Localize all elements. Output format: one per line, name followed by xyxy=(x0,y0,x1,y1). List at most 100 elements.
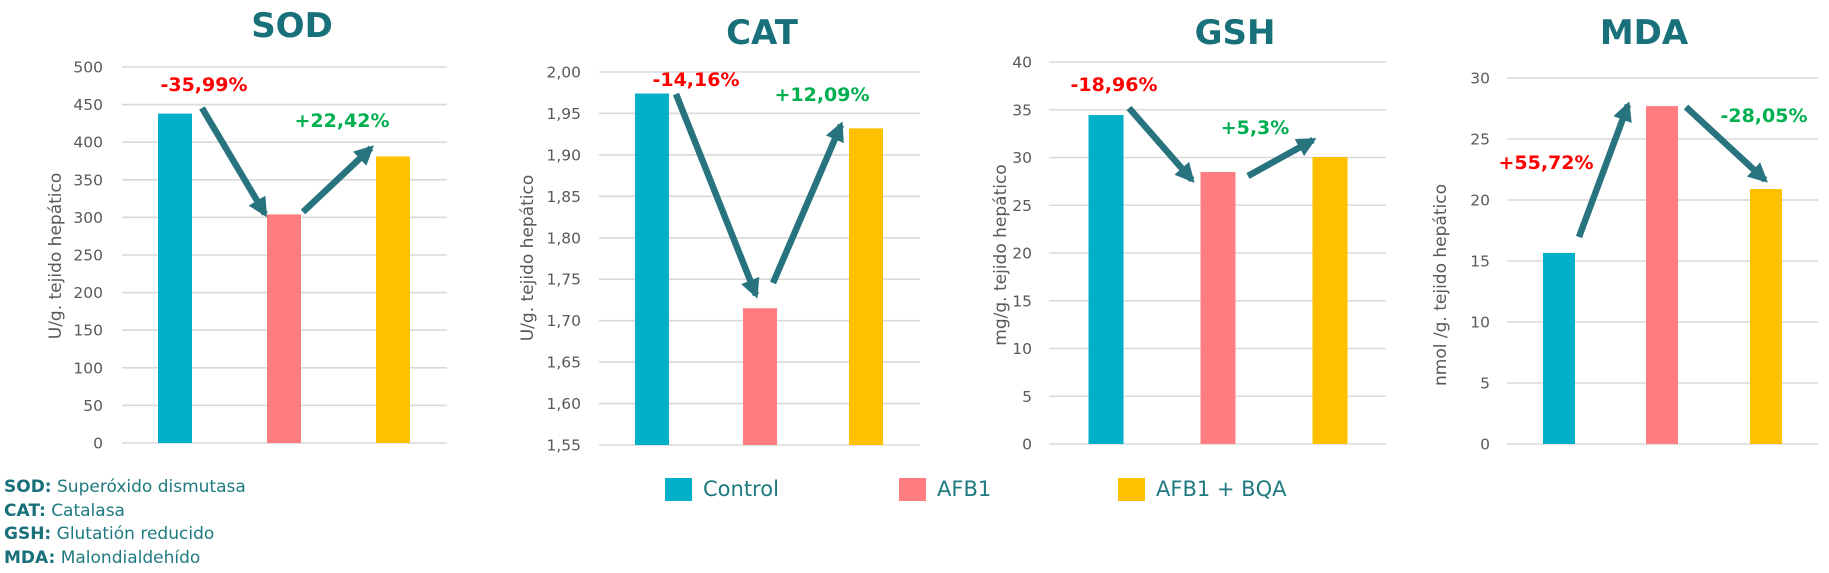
y-tick-label: 400 xyxy=(73,134,103,152)
legend-label-afb1-bqa: AFB1 + BQA xyxy=(1156,477,1287,501)
y-tick-label: 300 xyxy=(73,209,103,227)
change-arrow-icon xyxy=(1126,105,1195,183)
bar-afb1 xyxy=(267,214,301,443)
y-tick-label: 100 xyxy=(73,359,103,377)
y-tick-label: 1,95 xyxy=(546,105,581,123)
y-axis-label: U/g. tejido hepático xyxy=(518,175,538,342)
chart-title-sod: SOD xyxy=(251,6,333,46)
y-tick-label: 200 xyxy=(73,284,103,302)
chart-title-mda: MDA xyxy=(1600,13,1689,53)
y-tick-label: 0 xyxy=(1022,436,1032,454)
y-tick-label: 0 xyxy=(1480,436,1490,454)
abbreviation-value: Catalasa xyxy=(51,500,125,521)
bar-afb1-bqa xyxy=(376,156,410,443)
abbreviation-sod: SOD: Superóxido dismutasa xyxy=(4,476,246,500)
y-tick-label: 450 xyxy=(73,96,103,114)
y-tick-label: 150 xyxy=(73,322,103,340)
y-tick-label: 500 xyxy=(73,59,103,77)
abbreviation-key: SOD: xyxy=(4,477,52,497)
chart-cat: CAT 1,55 1,60 1,65 1,70 1,75 1,80 1,85 1,90 1,95 2… xyxy=(518,13,920,455)
legend: Control AFB1 AFB1 + BQA xyxy=(0,476,1829,506)
y-tick-label: 1,55 xyxy=(546,437,581,455)
abbreviation-key: CAT: xyxy=(4,500,46,521)
y-tick-label: 35 xyxy=(1012,101,1032,119)
chart-mda: MDA 0 5 10 15 20 25 30 nmol /g. tejido hepático +… xyxy=(1431,13,1818,454)
percent-change-label: +22,42% xyxy=(294,110,389,132)
legend-label-control: Control xyxy=(703,477,779,501)
bar-afb1 xyxy=(1200,172,1236,445)
chart-sod: SOD 0 50 100 150 200 250 300 350 400 450 500 U/g. te… xyxy=(46,6,447,453)
legend-item-afb1-bqa: AFB1 + BQA xyxy=(1118,476,1286,502)
percent-change-label: -35,99% xyxy=(160,74,247,96)
y-axis-label: U/g. tejido hepático xyxy=(46,173,66,340)
y-tick-label: 25 xyxy=(1012,197,1032,215)
abbreviation-cat: CAT: Catalasa xyxy=(4,500,246,524)
y-tick-label: 5 xyxy=(1480,375,1490,393)
change-arrow-icon xyxy=(672,92,760,299)
abbreviation-value: Superóxido dismutasa xyxy=(57,477,246,497)
abbreviation-mda: MDA: Malondialdehído xyxy=(4,547,246,571)
change-arrow-icon xyxy=(199,106,268,218)
y-tick-label: 1,80 xyxy=(546,229,581,247)
legend-swatch-afb1-bqa xyxy=(1118,477,1145,501)
bar-afb1 xyxy=(743,308,777,445)
change-arrow-icon xyxy=(1246,137,1317,179)
y-tick-label: 15 xyxy=(1470,253,1490,271)
y-tick-label: 30 xyxy=(1470,70,1490,88)
y-tick-label: 10 xyxy=(1012,340,1032,358)
y-tick-label: 350 xyxy=(73,171,103,189)
bar-control xyxy=(635,93,669,445)
legend-swatch-afb1 xyxy=(899,477,926,501)
y-tick-label: 20 xyxy=(1012,245,1032,263)
y-tick-label: 20 xyxy=(1470,192,1490,210)
abbreviation-list: SOD: Superóxido dismutasa CAT: Catalasa … xyxy=(4,476,246,570)
change-arrow-icon xyxy=(1683,104,1768,183)
y-axis-label: mg/g. tejido hepático xyxy=(991,164,1011,345)
y-tick-label: 2,00 xyxy=(546,64,581,82)
percent-change-label: +12,09% xyxy=(774,84,869,106)
bar-afb1 xyxy=(1646,106,1678,444)
legend-label-afb1: AFB1 xyxy=(937,477,992,501)
bar-control xyxy=(158,113,192,444)
bar-afb1-bqa xyxy=(1312,157,1348,444)
y-tick-label: 1,85 xyxy=(546,188,581,206)
y-tick-label: 30 xyxy=(1012,149,1032,167)
legend-item-control: Control xyxy=(665,476,779,502)
y-axis-label: nmol /g. tejido hepático xyxy=(1431,184,1451,386)
bar-control xyxy=(1088,115,1124,444)
percent-change-label: -18,96% xyxy=(1070,74,1157,96)
bar-control xyxy=(1543,252,1575,444)
percent-change-label: +5,3% xyxy=(1221,117,1290,139)
y-tick-label: 5 xyxy=(1022,388,1032,406)
abbreviation-gsh: GSH: Glutatión reducido xyxy=(4,523,246,547)
percent-change-label: -14,16% xyxy=(652,69,739,91)
y-tick-label: 40 xyxy=(1012,54,1032,72)
abbreviation-key: MDA: xyxy=(4,547,56,568)
abbreviation-key: GSH: xyxy=(4,524,52,544)
chart-gsh: GSH 0 5 10 15 20 25 30 35 40 mg/g. tejido hepático… xyxy=(991,13,1386,454)
bar-afb1-bqa xyxy=(1750,189,1782,444)
bar-afb1-bqa xyxy=(849,128,883,445)
abbreviation-value: Glutatión reducido xyxy=(56,524,215,544)
y-tick-label: 1,75 xyxy=(546,271,581,289)
y-tick-label: 15 xyxy=(1012,292,1032,310)
change-arrow-icon xyxy=(300,145,374,215)
y-tick-label: 1,65 xyxy=(546,354,581,372)
y-tick-label: 1,60 xyxy=(546,395,581,413)
percent-change-label: +55,72% xyxy=(1498,152,1593,174)
percent-change-label: -28,05% xyxy=(1720,105,1807,127)
y-tick-label: 25 xyxy=(1470,131,1490,149)
y-tick-label: 0 xyxy=(93,435,103,453)
chart-title-cat: CAT xyxy=(726,13,799,53)
y-tick-label: 1,90 xyxy=(546,146,581,164)
change-arrow-icon xyxy=(770,121,844,285)
legend-item-afb1: AFB1 xyxy=(899,476,991,502)
y-tick-label: 250 xyxy=(73,247,103,265)
change-arrow-icon xyxy=(1575,101,1632,239)
legend-swatch-control xyxy=(665,477,692,501)
abbreviation-value: Malondialdehído xyxy=(60,547,201,568)
chart-title-gsh: GSH xyxy=(1195,13,1276,53)
y-tick-label: 1,70 xyxy=(546,312,581,330)
